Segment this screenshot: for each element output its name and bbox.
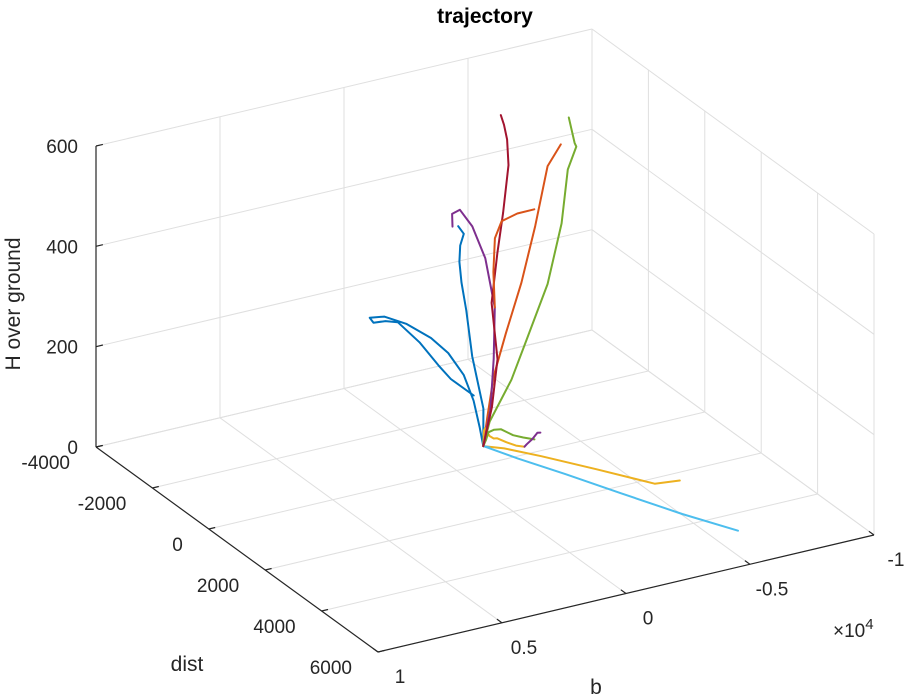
y-tick-label: 2000	[197, 576, 239, 597]
grid-line	[591, 128, 875, 335]
y-tick-label: 6000	[310, 658, 352, 679]
x-tick-label: -0.5	[756, 579, 789, 600]
y-axis-label: dist	[171, 653, 204, 676]
trajectory-line	[482, 427, 526, 448]
y-tick-label: 4000	[253, 617, 295, 638]
trajectory-line	[368, 315, 485, 448]
x-tick-mark	[372, 647, 379, 653]
trajectory-line	[482, 116, 578, 448]
grid-line	[265, 452, 762, 571]
trajectory-line	[457, 225, 485, 448]
trajectory-line	[482, 445, 739, 532]
grid-line	[321, 493, 818, 612]
x-axis-exponent: ×104	[833, 616, 874, 642]
grid-line	[343, 388, 627, 594]
trajectory-line	[492, 208, 536, 309]
z-tick-label: 600	[46, 137, 78, 158]
trajectory-line	[482, 445, 491, 449]
grid-line	[219, 417, 503, 624]
y-tick-mark	[208, 526, 216, 530]
x-tick-label: -1	[888, 550, 905, 571]
trajectory-line	[482, 445, 681, 485]
grid-line	[467, 358, 751, 565]
y-tick-mark	[265, 567, 272, 571]
trajectory-series	[368, 114, 739, 532]
x-exponent-base: ×10	[833, 621, 865, 642]
y-tick-label: -4000	[21, 453, 70, 474]
trajectory-line	[523, 431, 542, 448]
grid-line	[95, 329, 593, 448]
trajectory-line	[482, 143, 562, 448]
z-tick-label: 0	[67, 438, 78, 459]
tick-labels: -1 -0.5 0 0.5 1 -4000 -2000 0 2000 4000 6000 0 200 40…	[21, 137, 904, 688]
z-tick-label: 200	[46, 338, 78, 359]
x-tick-label: 1	[395, 667, 406, 688]
trajectory-line	[482, 428, 536, 448]
x-exponent-power: 4	[865, 616, 873, 633]
z-tick-label: 400	[46, 237, 78, 258]
grid-line	[95, 28, 593, 147]
chart-title: trajectory	[437, 5, 533, 28]
z-tick-mark	[95, 344, 104, 348]
x-tick-mark	[744, 560, 751, 565]
grid-line	[591, 329, 875, 536]
x-tick-mark	[868, 530, 875, 536]
y-tick-mark	[152, 485, 159, 489]
x-axis-label: b	[590, 676, 602, 699]
axes-box	[95, 143, 875, 653]
z-tick-mark	[95, 143, 104, 147]
grid-lines	[95, 28, 875, 653]
y-tick-mark	[321, 608, 329, 612]
grid-line	[95, 128, 593, 247]
x-tick-mark	[620, 589, 627, 594]
grid-line	[95, 229, 593, 348]
z-tick-mark	[95, 244, 104, 247]
grid-line	[591, 229, 875, 436]
y-axis-line	[95, 446, 379, 653]
grid-line	[208, 411, 705, 530]
y-tick-label: 0	[172, 535, 183, 556]
z-axis-label: H over ground	[2, 237, 25, 370]
x-tick-label: 0.5	[511, 638, 537, 659]
y-tick-mark	[377, 649, 385, 653]
x-tick-label: 0	[643, 609, 654, 630]
trajectory-line	[482, 114, 510, 448]
grid-line	[152, 370, 649, 489]
z-tick-mark	[95, 444, 104, 448]
grid-line	[591, 28, 875, 235]
x-tick-mark	[496, 618, 503, 624]
trajectory-line	[451, 208, 496, 448]
y-tick-label: -2000	[78, 494, 127, 515]
